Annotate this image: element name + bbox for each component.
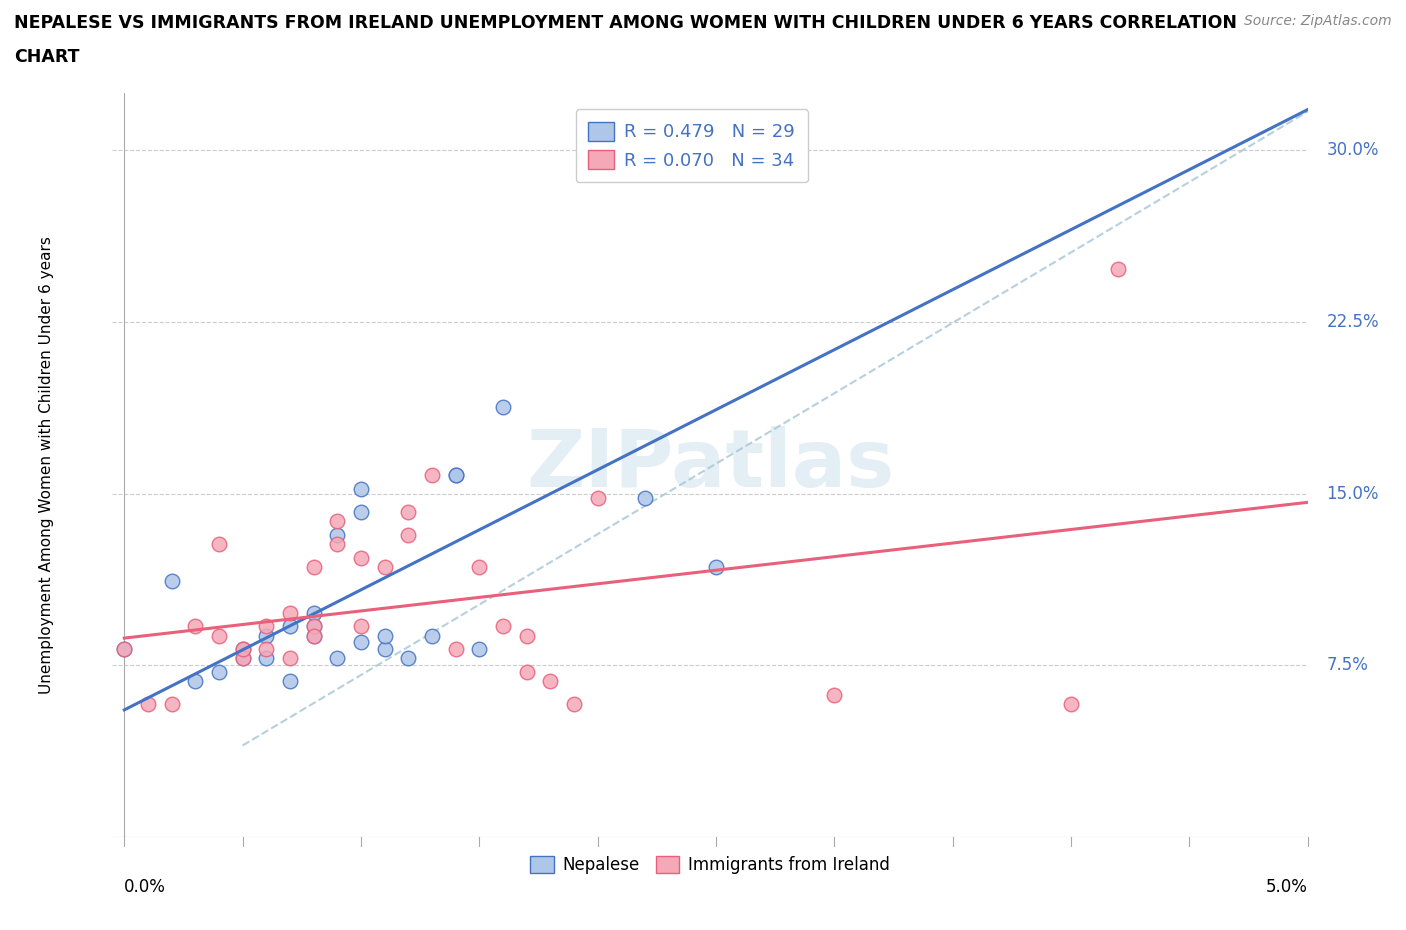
Point: [302, 605, 325, 620]
Point: [160, 697, 183, 711]
Text: 30.0%: 30.0%: [1326, 141, 1379, 159]
Point: [112, 642, 135, 657]
Text: CHART: CHART: [14, 48, 80, 66]
Text: Source: ZipAtlas.com: Source: ZipAtlas.com: [1244, 14, 1392, 28]
Point: [492, 619, 515, 634]
Point: [1060, 697, 1083, 711]
Point: [350, 551, 373, 565]
Point: [254, 642, 277, 657]
Point: [184, 619, 207, 634]
Point: [254, 628, 277, 643]
Point: [586, 491, 609, 506]
Text: Unemployment Among Women with Children Under 6 years: Unemployment Among Women with Children U…: [39, 236, 55, 694]
Text: 15.0%: 15.0%: [1326, 485, 1379, 502]
Point: [374, 628, 396, 643]
Point: [326, 513, 349, 528]
Point: [444, 642, 467, 657]
Point: [1107, 262, 1129, 277]
Point: [278, 619, 301, 634]
Point: [278, 674, 301, 689]
Point: [326, 537, 349, 551]
Point: [232, 651, 254, 666]
Point: [302, 619, 325, 634]
Point: [302, 628, 325, 643]
Point: [232, 642, 254, 657]
Point: [208, 665, 231, 680]
Point: [302, 560, 325, 575]
Point: [516, 665, 538, 680]
Point: [468, 560, 491, 575]
Point: [232, 642, 254, 657]
Point: [776, 147, 799, 162]
Point: [278, 651, 301, 666]
Point: [350, 482, 373, 497]
Point: [444, 468, 467, 483]
Point: [562, 697, 585, 711]
Point: [136, 697, 159, 711]
Point: [634, 491, 657, 506]
Point: [350, 619, 373, 634]
Text: ZIPatlas: ZIPatlas: [526, 426, 894, 504]
Point: [302, 619, 325, 634]
Point: [374, 642, 396, 657]
Point: [396, 504, 419, 519]
Point: [396, 651, 419, 666]
Point: [232, 651, 254, 666]
Point: [468, 642, 491, 657]
Text: 7.5%: 7.5%: [1326, 657, 1368, 674]
Point: [208, 628, 231, 643]
Point: [420, 468, 443, 483]
Point: [254, 619, 277, 634]
Point: [516, 628, 538, 643]
Text: 5.0%: 5.0%: [1265, 878, 1308, 897]
Point: [278, 605, 301, 620]
Point: [444, 468, 467, 483]
Text: 0.0%: 0.0%: [124, 878, 166, 897]
Text: 22.5%: 22.5%: [1326, 312, 1379, 331]
Point: [704, 560, 727, 575]
Point: [326, 651, 349, 666]
Point: [326, 527, 349, 542]
Point: [184, 674, 207, 689]
Point: [374, 560, 396, 575]
Point: [350, 504, 373, 519]
Point: [208, 537, 231, 551]
Point: [823, 687, 845, 702]
Point: [420, 628, 443, 643]
Point: [112, 642, 135, 657]
Text: NEPALESE VS IMMIGRANTS FROM IRELAND UNEMPLOYMENT AMONG WOMEN WITH CHILDREN UNDER: NEPALESE VS IMMIGRANTS FROM IRELAND UNEM…: [14, 14, 1237, 32]
Point: [254, 651, 277, 666]
Point: [302, 628, 325, 643]
Point: [492, 399, 515, 414]
Legend: Nepalese, Immigrants from Ireland: Nepalese, Immigrants from Ireland: [524, 849, 896, 881]
Point: [538, 674, 561, 689]
Point: [396, 527, 419, 542]
Point: [160, 573, 183, 588]
Point: [350, 635, 373, 650]
